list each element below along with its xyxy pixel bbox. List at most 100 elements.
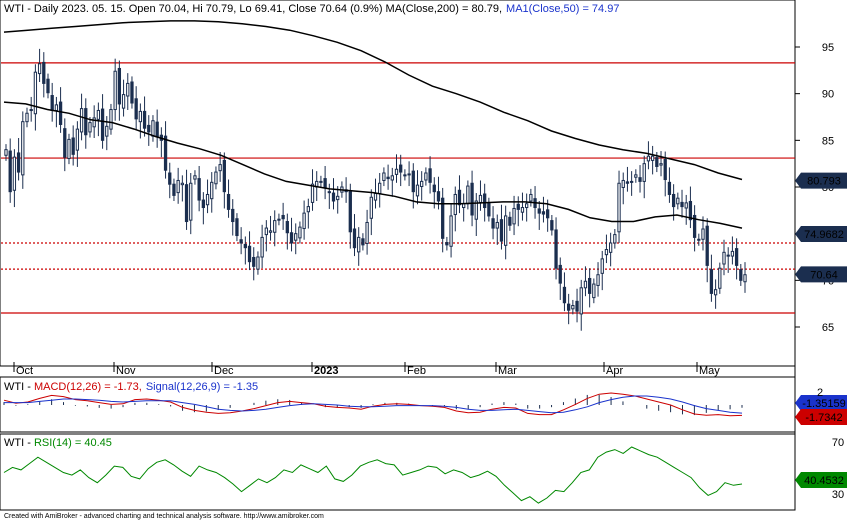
candle-up xyxy=(617,182,621,233)
candle-up xyxy=(365,221,369,244)
candle-down xyxy=(663,158,667,181)
candle-up xyxy=(306,206,310,213)
candle-down xyxy=(168,172,172,185)
y-tick-label: 90 xyxy=(822,89,834,101)
candle-up xyxy=(302,212,306,230)
candle-up xyxy=(29,109,33,112)
candle-up xyxy=(571,305,575,310)
close-value-tag-box xyxy=(795,266,847,283)
candle-down xyxy=(247,245,252,263)
candle-up xyxy=(268,230,273,233)
rsi-value-tag-text: 40.4532 xyxy=(804,475,844,487)
candle-up xyxy=(189,182,193,221)
candle-down xyxy=(172,183,176,196)
macd-header-signal: Signal(12,26,9) = -1.35 xyxy=(146,381,258,393)
x-label: Feb xyxy=(407,365,426,377)
candle-up xyxy=(151,120,155,137)
candle-up xyxy=(621,179,625,188)
candle-down xyxy=(399,164,403,173)
candle-down xyxy=(134,98,138,120)
signal-value-tag-box xyxy=(795,395,847,411)
candle-up xyxy=(718,267,722,289)
candle-down xyxy=(441,197,445,239)
candle-up xyxy=(210,181,214,200)
x-label: Dec xyxy=(214,365,234,377)
candle-up xyxy=(629,180,634,183)
candle-up xyxy=(25,112,29,123)
candle-up xyxy=(684,202,688,209)
candle-up xyxy=(495,221,499,229)
candle-up xyxy=(327,191,331,194)
candle-up xyxy=(113,70,117,111)
price-panel-frame xyxy=(0,0,796,367)
candle-down xyxy=(239,239,243,244)
candle-down xyxy=(705,225,709,266)
rsi-y-tick-70: 70 xyxy=(832,437,844,449)
candle-up xyxy=(592,283,596,299)
candle-down xyxy=(71,137,75,155)
candle-up xyxy=(650,155,655,161)
rsi-header: WTI - RSI(14) = 40.45 xyxy=(4,437,112,449)
candle-down xyxy=(566,303,571,311)
candle-up xyxy=(126,82,130,97)
candle-up xyxy=(193,175,197,180)
candle-down xyxy=(508,216,512,226)
ma50-value-tag-text: 74.9682 xyxy=(804,229,844,241)
candle-up xyxy=(256,256,260,270)
rsi-header-title: WTI - xyxy=(4,437,34,449)
rsi-y-tick-30: 30 xyxy=(832,489,844,501)
rsi-plot xyxy=(3,446,743,504)
candle-up xyxy=(298,226,302,239)
candle-down xyxy=(541,211,546,215)
candle-up xyxy=(474,200,478,220)
candle-down xyxy=(58,101,63,125)
y-tick-label: 95 xyxy=(822,42,834,54)
candle-down xyxy=(201,199,205,209)
x-label: Apr xyxy=(606,365,623,377)
candle-down xyxy=(147,124,151,133)
candle-down xyxy=(575,300,579,312)
price-header-ma50: MA1(Close,50) = 74.97 xyxy=(506,3,619,15)
ma200-line xyxy=(3,20,743,181)
candle-up xyxy=(722,251,726,265)
candle-down xyxy=(554,229,558,269)
candle-down xyxy=(667,181,672,195)
macd-header-macd: MACD(12,26) = -1.73, xyxy=(34,381,142,393)
candle-down xyxy=(487,202,491,217)
signal-value-tag-text: -1.35159 xyxy=(802,398,845,410)
ma50-line xyxy=(3,101,743,229)
candle-up xyxy=(12,156,17,191)
macd-header: WTI - MACD(12,26) = -1.73, Signal(12,26,9… xyxy=(4,381,258,393)
candle-up xyxy=(33,71,38,115)
candle-up xyxy=(583,280,588,289)
candle-down xyxy=(100,108,105,141)
candle-down xyxy=(432,184,436,193)
x-label: May xyxy=(699,365,720,377)
macd-header-title: WTI - xyxy=(4,381,34,393)
candle-down xyxy=(625,181,630,184)
candle-up xyxy=(273,220,277,233)
candle-up xyxy=(415,184,420,197)
candle-up xyxy=(310,183,315,203)
candle-down xyxy=(277,218,281,221)
candle-down xyxy=(671,193,676,208)
candle-up xyxy=(382,172,386,181)
candle-up xyxy=(369,196,373,219)
candle-down xyxy=(50,95,54,111)
candle-up xyxy=(88,122,92,133)
candle-up xyxy=(449,215,453,247)
footer-credit: Created with AmiBroker - advanced charti… xyxy=(4,513,324,520)
candle-up xyxy=(373,193,378,201)
candle-up xyxy=(75,128,80,151)
x-label: 2023 xyxy=(314,365,338,377)
candle-down xyxy=(386,176,390,180)
x-label: Mar xyxy=(498,365,517,377)
candle-up xyxy=(697,238,701,241)
ma50-value-tag-box xyxy=(795,225,847,242)
x-axis-labels: Oct Nov Dec 2023 Feb Mar Apr May xyxy=(13,362,720,377)
candle-down xyxy=(483,193,487,209)
candle-down xyxy=(428,168,432,183)
candle-down xyxy=(655,157,659,167)
